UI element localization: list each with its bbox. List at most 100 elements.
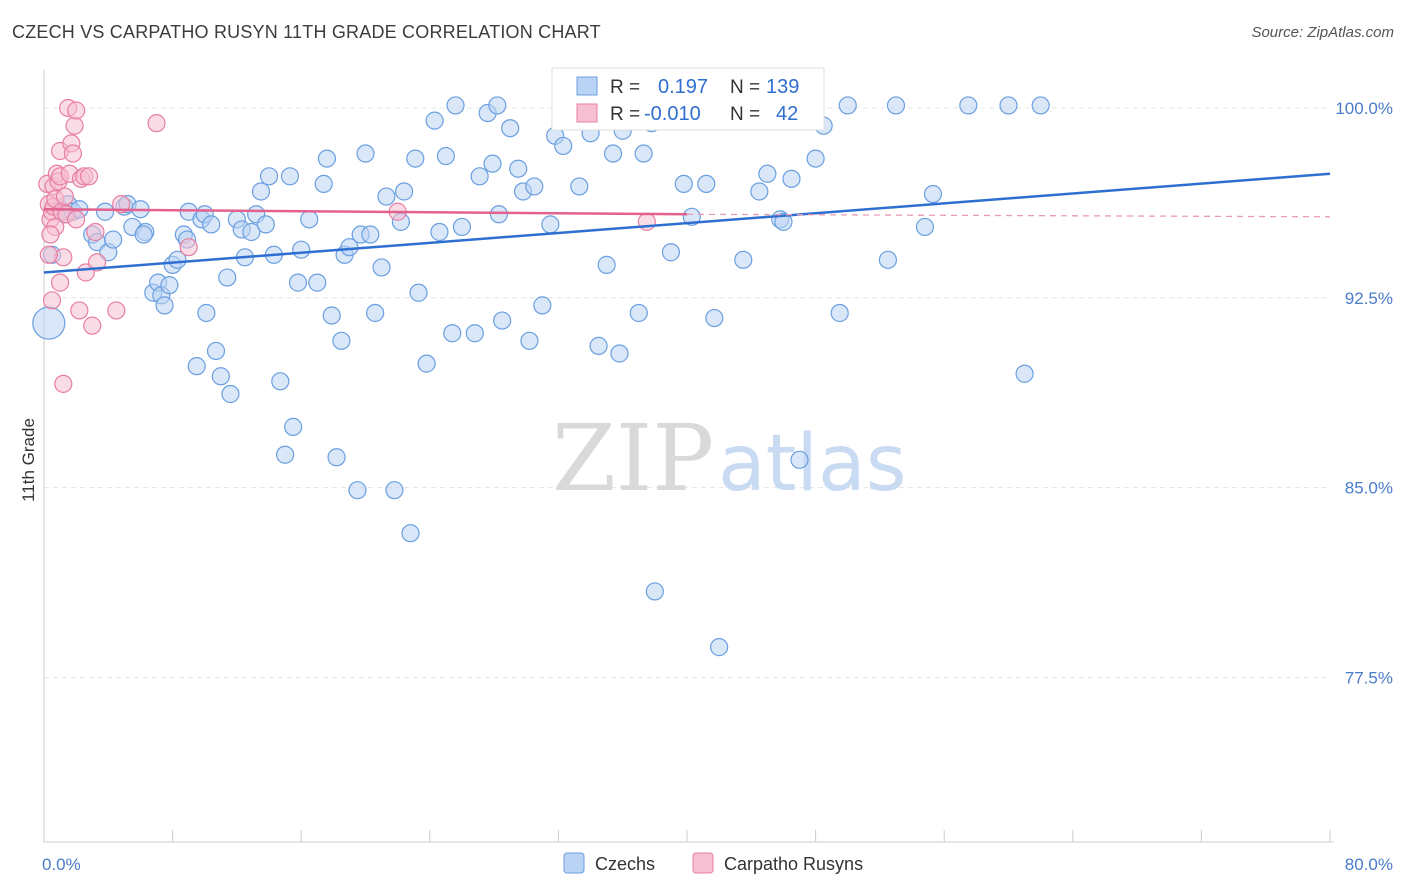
czechs-point-94 (541, 215, 560, 234)
czechs-point-122 (774, 212, 793, 231)
czechs-point-119 (750, 182, 769, 201)
czechs-point-33 (206, 341, 226, 361)
czechs-point-107 (634, 144, 653, 163)
czechs-point-101 (597, 255, 616, 274)
carpatho-rusyns-point-24 (70, 301, 89, 320)
czechs-point-86 (489, 205, 509, 224)
czechs-point-88 (501, 119, 520, 138)
czechs-point-115 (705, 308, 724, 328)
carpatho-rusyns-point-22 (67, 101, 86, 120)
czechs-point-80 (452, 217, 472, 237)
czechs-point-70 (394, 182, 414, 201)
legend-swatch-czechs (576, 76, 598, 96)
czechs-point-31 (197, 303, 216, 323)
czechs-point-116 (710, 638, 729, 657)
watermark-atlas: atlas (718, 419, 907, 509)
czechs-point-43 (256, 215, 275, 234)
legend-r-label-1: R = (610, 77, 640, 98)
carpatho-rusyns-point-32 (50, 273, 70, 292)
czechs-point-98 (570, 177, 589, 196)
carpatho-rusyns-point-37 (112, 195, 131, 214)
czechs-point-120 (758, 164, 777, 183)
czechs-point-75 (425, 111, 444, 130)
legend-swatch-carpatho-rusyns (576, 103, 598, 123)
czechs-point-32 (202, 215, 221, 234)
czechs-point-28 (187, 357, 206, 376)
czechs-point-130 (878, 250, 898, 269)
czechs-point-40 (242, 222, 261, 242)
carpatho-rusyns-point-31 (87, 253, 107, 272)
legend-r-value-1: 0.197 (658, 76, 708, 98)
y-tick-label-0: 77.5% (1345, 668, 1393, 687)
bottom-legend-swatch-czechs (563, 852, 585, 874)
czechs-point-87 (493, 311, 512, 330)
czechs-point-133 (923, 184, 943, 204)
czechs-point-81 (465, 324, 484, 343)
czechs-point-134 (959, 96, 978, 115)
legend-r-value-2: -0.010 (644, 103, 701, 125)
czechs-point-103 (610, 344, 629, 363)
carpatho-rusyns-point-39 (179, 238, 198, 257)
y-tick-label-3: 100.0% (1335, 99, 1393, 118)
y-tick-labels: 77.5% 85.0% 92.5% 100.0% (1335, 99, 1393, 688)
y-tick-label-2: 92.5% (1345, 289, 1393, 308)
czechs-point-47 (276, 445, 295, 464)
czechs-point-36 (221, 384, 240, 404)
carpatho-rusyns-point-34 (39, 245, 58, 264)
czechs-point-114 (697, 174, 716, 194)
czechs-point-102 (603, 144, 623, 163)
carpatho-rusyns-point-20 (63, 144, 83, 163)
czechs-point-46 (271, 372, 290, 391)
czechs-point-84 (483, 154, 502, 173)
carpatho-rusyns-point-35 (41, 225, 60, 244)
czechs-point-68 (385, 481, 404, 500)
czechs-point-50 (288, 273, 308, 292)
czechs-point-24 (168, 250, 187, 269)
legend-n-value-1: 139 (766, 76, 799, 98)
czechs-point-9 (95, 202, 115, 221)
czechs-point-136 (1015, 364, 1034, 383)
czechs-point-22 (160, 276, 179, 295)
watermark-zip: ZIP (552, 405, 714, 512)
czechs-point-82 (470, 167, 489, 186)
czechs-point-67 (377, 187, 396, 206)
carpatho-rusyns-point-23 (67, 210, 86, 229)
czechs-point-57 (327, 448, 346, 467)
czechs-point-112 (682, 207, 701, 226)
y-axis-label: 11th Grade (19, 418, 38, 502)
x-tick-label-1: 80.0% (1345, 855, 1393, 874)
czechs-point-135 (999, 96, 1018, 115)
czechs-point-89 (509, 159, 528, 178)
czechs-point-53 (308, 273, 327, 292)
czechs-point-63 (356, 144, 375, 163)
czechs-point-65 (366, 303, 385, 323)
legend-r-label-2: R = (610, 104, 640, 125)
czechs-point-72 (406, 149, 425, 168)
czechs-point-131 (886, 96, 906, 115)
czechs-point-123 (782, 169, 801, 188)
carpatho-rusyns-point-38 (147, 114, 166, 133)
chart-title: CZECH VS CARPATHO RUSYN 11TH GRADE CORRE… (12, 22, 601, 42)
carpatho-rusyns-point-33 (42, 291, 62, 310)
czechs-point-79 (446, 96, 465, 115)
czechs-point-128 (830, 303, 849, 323)
carpatho-rusyns-point-28 (79, 167, 99, 186)
czechs-point-74 (417, 354, 436, 373)
czechs-point-76 (430, 222, 449, 242)
carpatho-rusyns-trend-line (43, 207, 688, 216)
legend-n-label-1: N = (730, 77, 760, 98)
czechs-point-110 (661, 243, 681, 262)
bottom-legend-swatch-carpatho-rusyns (692, 852, 714, 874)
czechs-point-51 (292, 240, 311, 259)
czechs-point-61 (348, 481, 367, 500)
czechs-point-49 (284, 417, 303, 436)
czechs-point-96 (554, 136, 573, 156)
czechs-point-17 (134, 225, 153, 244)
carpatho-rusyns-point-21 (65, 116, 84, 135)
czechs-point-0 (32, 306, 66, 340)
czechs-point-85 (488, 96, 507, 115)
czechs-point-132 (915, 217, 935, 237)
trend-lines (43, 172, 1331, 274)
czechs-point-73 (409, 283, 428, 302)
